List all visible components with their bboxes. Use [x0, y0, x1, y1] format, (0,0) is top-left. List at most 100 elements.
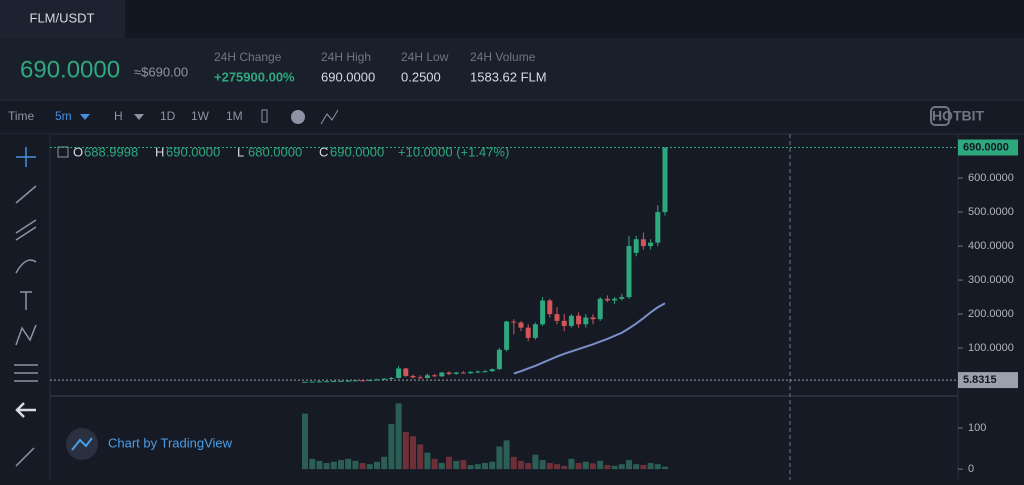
candle-body [352, 380, 358, 382]
candle-body [547, 300, 553, 315]
stats: 24H Change +275900.00% 24H High 690.0000 24H… [214, 50, 547, 84]
legend-label: H [155, 144, 164, 159]
legend-value: 680.0000 [248, 144, 302, 159]
candle-icon[interactable] [261, 109, 268, 123]
dropdown[interactable] [134, 114, 144, 120]
volume-bar [482, 462, 488, 470]
volume-bar [330, 461, 337, 470]
candle-body [525, 327, 531, 338]
volume-bar [453, 460, 460, 470]
candle-body [662, 147, 668, 213]
toolbar-item[interactable]: 1M [226, 109, 243, 123]
volume-bar [604, 465, 611, 470]
volume-bar [618, 464, 625, 470]
volume-bar [402, 432, 409, 470]
volume-bar [647, 462, 654, 470]
y-tick-label: 100.0000 [968, 342, 1014, 354]
toolbar-item[interactable]: H [114, 109, 123, 123]
candle-body [446, 372, 452, 374]
candle-body [597, 298, 603, 320]
candle-body [655, 212, 661, 243]
toolbar-item[interactable]: 1W [191, 109, 210, 123]
candle-body [338, 380, 344, 382]
volume-bar [590, 463, 596, 470]
volume-tick-label: 0 [968, 463, 974, 475]
volume-bar [510, 456, 517, 470]
volume-bar [381, 456, 388, 470]
volume-tick-label: 100 [968, 422, 986, 434]
price-tag-label: 5.8315 [963, 374, 997, 386]
candle-body [417, 377, 423, 379]
volume-bar [366, 464, 373, 470]
volume-bar [568, 458, 575, 470]
volume-bar [633, 464, 640, 470]
candle-body [648, 242, 654, 247]
volume-bar [597, 460, 604, 470]
toolbar: Time 5m H 1D 1W 1M [8, 109, 339, 125]
volume-bar [438, 462, 445, 470]
candle-body [482, 371, 488, 373]
candle-body [633, 239, 639, 253]
volume-bar [352, 460, 359, 470]
volume-bar [640, 465, 647, 470]
candle-body [453, 372, 459, 374]
candle-body [511, 321, 517, 323]
volume-bar [345, 458, 352, 470]
pair-tab[interactable] [0, 0, 125, 38]
dropdown[interactable] [80, 114, 90, 120]
volume-bar [546, 462, 553, 470]
volume-bar [662, 466, 668, 470]
candle-body [619, 297, 625, 299]
volume-bar [518, 460, 524, 470]
price-tag-label: 690.0000 [963, 141, 1009, 153]
volume-bar [496, 446, 503, 470]
moving-average [513, 302, 666, 375]
candle-body [460, 372, 466, 374]
candle-body [496, 349, 502, 370]
y-tick-label: 200.0000 [968, 308, 1014, 320]
candle-body [345, 380, 351, 382]
candle-body [331, 381, 337, 383]
volume-bar [446, 456, 452, 470]
candle-body [518, 322, 524, 328]
watermark[interactable]: Chart by TradingView [108, 435, 233, 450]
logo-icon [930, 106, 950, 126]
legend-toggle[interactable] [57, 146, 69, 158]
candle-body [561, 320, 567, 326]
volume-bar [302, 413, 308, 470]
stat-value: 690.0000 [321, 69, 375, 84]
volume-bar [395, 403, 402, 470]
stat-value: 1583.62 FLM [470, 69, 547, 84]
sidebar [0, 134, 50, 480]
toolbar-item: Time [8, 109, 35, 123]
candle-body [612, 298, 618, 301]
stat-value: +275900.00% [214, 69, 295, 84]
volume-bar [338, 460, 344, 470]
toolbar-item[interactable]: 5m [55, 109, 72, 123]
candle-body [309, 381, 315, 383]
volume-bar [554, 464, 560, 470]
legend-value: 688.9998 [84, 144, 138, 159]
candle-body [410, 375, 416, 378]
y-tick-label: 300.0000 [968, 274, 1014, 286]
stat-label: 24H High [321, 50, 371, 64]
stat-label: 24H Low [401, 50, 449, 64]
tv-icon [66, 428, 98, 460]
volume-bar [539, 460, 546, 470]
candle-body [554, 314, 560, 321]
volume-bar [626, 460, 632, 470]
y-tick-label: 600.0000 [968, 172, 1014, 184]
volume-bar [316, 460, 323, 470]
legend-change: +10.0000 (+1.47%) [398, 144, 509, 159]
candle-body [468, 371, 474, 374]
toolbar-item[interactable]: 1D [160, 109, 176, 123]
volume-bar [460, 460, 467, 470]
indicator-icon[interactable] [320, 109, 339, 125]
settings-icon[interactable] [291, 110, 305, 124]
volume-bar [410, 436, 416, 470]
candle-body [475, 371, 481, 373]
tools[interactable] [14, 147, 38, 467]
candle-body [324, 381, 330, 383]
